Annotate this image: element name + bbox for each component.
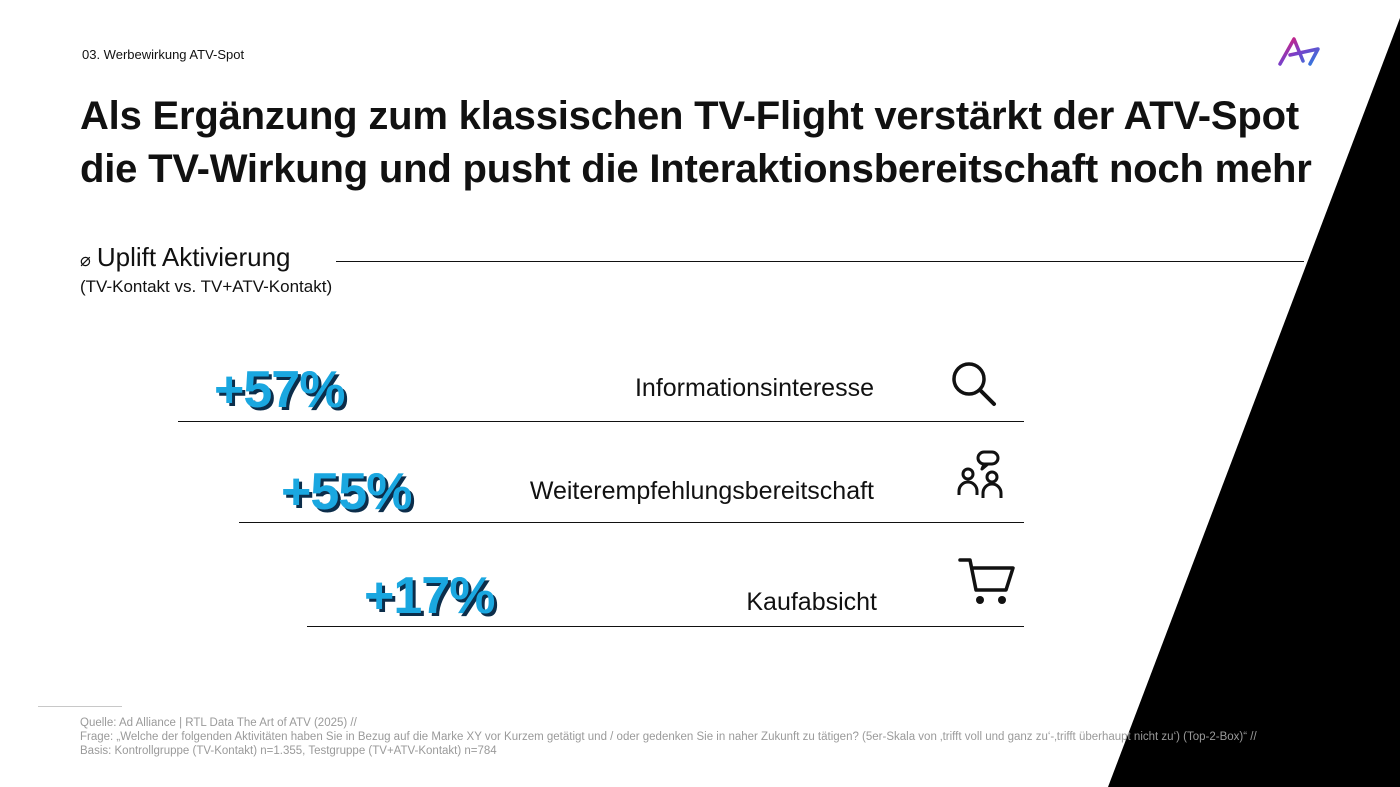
uplift-value-information: +57% [214, 361, 345, 419]
uplift-label-purchase: Kaufabsicht [746, 588, 877, 616]
footer-notes: Quelle: Ad Alliance | RTL Data The Art o… [80, 716, 1280, 758]
uplift-value-purchase: +17% [364, 567, 495, 625]
row-rule-recommendation [239, 522, 1024, 523]
headline: Als Ergänzung zum klassischen TV-Flight … [80, 90, 1330, 196]
footer-question: Frage: „Welche der folgenden Aktivitäten… [80, 731, 1257, 743]
uplift-value-recommendation: +55% [281, 463, 412, 521]
metric-subtitle: (TV-Kontakt vs. TV+ATV-Kontakt) [80, 277, 333, 296]
uplift-label-information: Informationsinteresse [634, 374, 874, 402]
shopping-cart-icon [958, 558, 1015, 604]
footer-source: Quelle: Ad Alliance | RTL Data The Art o… [80, 717, 357, 729]
search-icon [952, 362, 996, 406]
headline-line-1: Als Ergänzung zum klassischen TV-Flight … [80, 94, 1299, 138]
headline-line-2: die TV-Wirkung und pusht die Interaktion… [80, 147, 1312, 191]
footer-divider [38, 706, 122, 707]
metric-title-text: Uplift Aktivierung [96, 242, 291, 272]
average-symbol: ⌀ [80, 250, 91, 270]
metric-title: ⌀ Uplift Aktivierung [80, 242, 291, 273]
uplift-label-recommendation: Weiterempfehlungsbereitschaft [529, 477, 874, 505]
ad-alliance-logo [1278, 37, 1320, 66]
people-chat-icon [957, 450, 1003, 498]
row-rule-information [178, 421, 1024, 422]
section-label: 03. Werbewirkung ATV-Spot [82, 47, 245, 62]
footer-basis: Basis: Kontrollgruppe (TV-Kontakt) n=1.3… [80, 745, 497, 757]
row-rule-purchase [307, 626, 1024, 627]
metric-title-rule [336, 261, 1304, 262]
